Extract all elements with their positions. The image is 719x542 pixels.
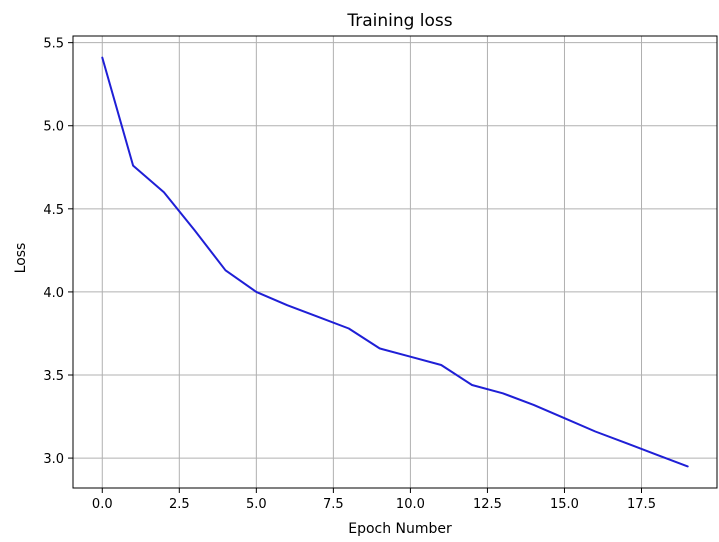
x-tick-label: 7.5: [323, 497, 344, 512]
y-tick-label: 3.0: [43, 452, 64, 467]
series-line: [101, 56, 689, 468]
chart-title: Training loss: [346, 11, 452, 31]
x-tick-label: 5.0: [246, 497, 267, 512]
y-tick-label: 5.5: [43, 37, 64, 52]
x-tick-label: 12.5: [473, 497, 502, 512]
grid: [73, 36, 717, 488]
y-tick-label: 5.0: [43, 120, 64, 135]
x-tick-label: 2.5: [169, 497, 190, 512]
x-tick-label: 0.0: [92, 497, 113, 512]
y-axis-ticks: 3.0 3.5 4.0 4.5 5.0 5.5: [43, 37, 73, 467]
y-tick-label: 4.5: [43, 203, 64, 218]
x-axis-label: Epoch Number: [348, 521, 452, 537]
x-tick-label: 10.0: [396, 497, 425, 512]
series-layer: [101, 56, 689, 468]
y-tick-label: 4.0: [43, 286, 64, 301]
x-axis-ticks: 0.0 2.5 5.0 7.5 10.0 12.5 15.0 17.5: [92, 488, 656, 512]
plot-frame: [72, 35, 718, 489]
y-tick-label: 3.5: [43, 369, 64, 384]
x-tick-label: 15.0: [550, 497, 579, 512]
x-tick-label: 17.5: [627, 497, 656, 512]
y-axis-label: Loss: [13, 243, 29, 274]
